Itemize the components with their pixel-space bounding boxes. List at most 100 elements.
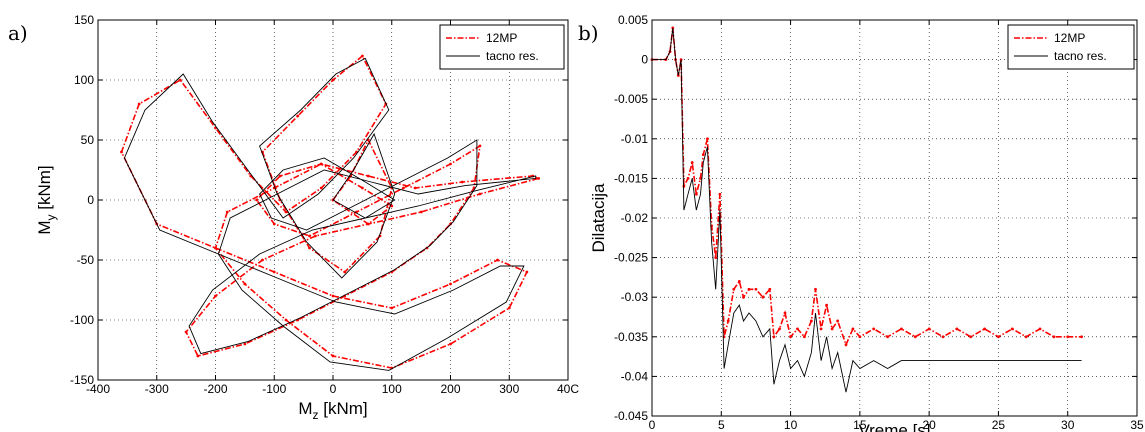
data-point	[537, 177, 541, 180]
data-point	[360, 54, 364, 58]
data-point	[706, 137, 709, 141]
y-tick-label: -0.025	[614, 251, 648, 265]
data-point	[836, 319, 840, 323]
data-point	[525, 270, 529, 274]
data-point	[255, 198, 259, 202]
y-tick-label: 0	[87, 193, 94, 207]
y-tick-label: -0.045	[614, 409, 648, 423]
x-tick-label: 30	[1061, 418, 1075, 432]
x-tick-label: 0	[649, 418, 656, 432]
data-point	[178, 78, 182, 82]
data-point	[390, 204, 394, 208]
x-tick-label: 5	[718, 418, 725, 432]
data-point	[754, 287, 758, 291]
data-point	[737, 279, 741, 283]
data-point	[819, 327, 823, 331]
x-axis-label: Vreme [s]	[858, 421, 930, 432]
data-point	[768, 287, 772, 291]
y-tick-label: -0.03	[621, 290, 649, 304]
x-tick-label: 100	[382, 382, 402, 396]
data-point	[686, 177, 690, 180]
y-tick-label: -100	[70, 313, 94, 327]
data-point	[449, 342, 452, 346]
data-point	[718, 192, 722, 196]
x-tick-label: 0	[330, 382, 337, 396]
x-tick-label: -300	[145, 382, 169, 396]
data-point	[366, 174, 370, 178]
x-tick-label: 200	[440, 382, 460, 396]
data-point	[419, 210, 423, 214]
data-point	[284, 318, 288, 322]
x-tick-label: 15	[853, 418, 867, 432]
data-point	[732, 287, 736, 291]
legend: 12MP tacno res.	[439, 24, 565, 70]
data-point	[308, 234, 311, 238]
data-point	[747, 287, 751, 291]
data-point	[694, 192, 698, 196]
legend-entry: 12MP	[486, 31, 517, 45]
data-point	[809, 319, 813, 323]
x-tick-label: 35	[1130, 418, 1144, 432]
data-point	[851, 327, 855, 331]
legend: 12MP tacno res.	[1007, 24, 1135, 70]
data-point	[858, 335, 862, 339]
x-tick-label: 20	[922, 418, 936, 432]
panel-b: 0 5 10 15 20 25 30 35 -0.045 -0.04 -0.035 -0.03 -0.0…	[578, 13, 1144, 432]
legend-entry: tacno res.	[1054, 49, 1107, 63]
data-point	[243, 342, 247, 346]
data-point	[825, 303, 828, 307]
x-axis-label: Mz [kNm]	[298, 399, 367, 422]
data-point	[214, 246, 217, 250]
data-point	[343, 270, 347, 274]
y-tick-label: -0.005	[614, 92, 648, 106]
data-point	[331, 294, 335, 298]
data-point	[742, 295, 745, 299]
data-point	[955, 327, 959, 331]
data-point	[983, 327, 986, 331]
x-tick-label: 40C	[557, 382, 579, 396]
y-tick-label: 150	[74, 13, 94, 27]
x-tick-label: 300	[499, 382, 519, 396]
y-axis-label: Dilatacija	[589, 183, 608, 253]
y-tick-label: -50	[77, 253, 95, 267]
data-point	[761, 295, 765, 299]
data-point	[507, 306, 511, 310]
data-point	[296, 114, 300, 118]
data-point	[701, 153, 705, 157]
data-point	[941, 335, 945, 339]
data-point	[313, 234, 317, 238]
series-line-tacno-res	[123, 57, 537, 371]
data-point	[272, 270, 276, 274]
data-point	[243, 282, 247, 286]
data-point	[225, 210, 229, 214]
data-point	[478, 144, 482, 148]
x-tick-label: -200	[203, 382, 227, 396]
data-point	[196, 354, 200, 358]
data-point	[272, 222, 276, 226]
legend-box	[439, 24, 565, 70]
data-point	[496, 258, 499, 262]
data-point	[927, 327, 931, 331]
data-point	[366, 222, 370, 226]
data-point	[997, 335, 1000, 339]
data-point	[778, 327, 781, 331]
data-point	[261, 258, 264, 262]
x-tick-label: -100	[262, 382, 286, 396]
data-point	[1024, 335, 1028, 339]
legend-box	[1007, 24, 1135, 70]
data-point	[390, 306, 394, 310]
panel-a: -400 -300 -200 -100 0 100 200 300 40C -150 -100 -50…	[8, 13, 579, 422]
data-point	[1066, 335, 1070, 339]
data-point	[278, 174, 282, 178]
data-point	[772, 335, 776, 339]
data-point	[360, 186, 364, 190]
y-tick-label: -0.015	[614, 171, 648, 185]
data-point	[1010, 327, 1014, 331]
data-point	[796, 327, 799, 331]
data-point	[714, 256, 718, 259]
y-tick-label: -0.04	[621, 369, 649, 383]
data-point	[814, 287, 817, 291]
y-tick-label: -0.01	[621, 132, 649, 146]
data-point	[699, 177, 702, 180]
series-line-tacno-res	[652, 27, 1082, 393]
